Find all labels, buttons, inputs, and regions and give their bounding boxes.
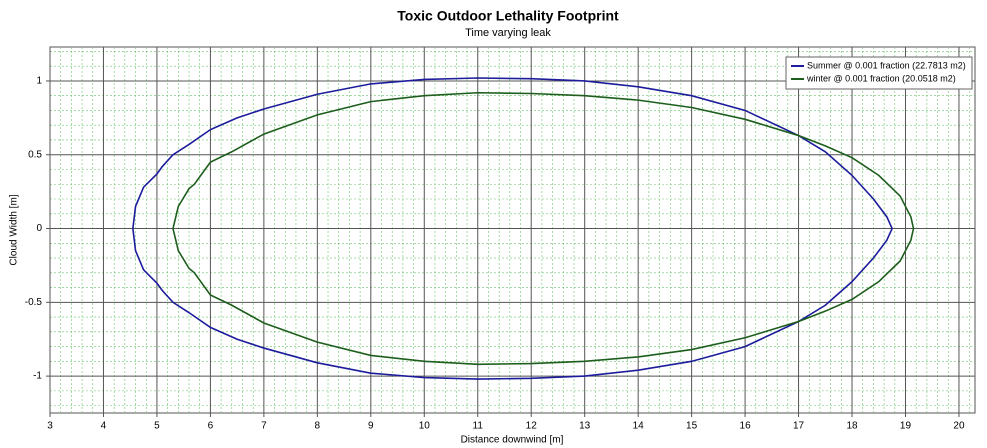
x-tick-label: 19 <box>900 421 912 432</box>
legend-box <box>785 56 973 90</box>
x-tick-label: 15 <box>686 421 698 432</box>
x-tick-label: 18 <box>846 421 858 432</box>
chart-subtitle: Time varying leak <box>465 27 551 39</box>
y-tick-label: 0.5 <box>28 149 42 160</box>
x-tick-label: 4 <box>101 421 107 432</box>
x-tick-label: 17 <box>793 421 805 432</box>
x-axis-label: Distance downwind [m] <box>461 435 564 446</box>
x-tick-label: 12 <box>526 421 538 432</box>
x-tick-label: 3 <box>47 421 53 432</box>
x-tick-label: 11 <box>473 421 484 432</box>
x-tick-label: 5 <box>154 421 160 432</box>
plot-area <box>49 46 976 414</box>
x-tick-label: 9 <box>368 421 374 432</box>
series-line <box>172 91 915 366</box>
x-tick-label: 6 <box>208 421 214 432</box>
x-tick-label: 7 <box>261 421 267 432</box>
x-tick-label: 10 <box>419 421 431 432</box>
y-axis-label: Cloud Width [m] <box>9 194 20 265</box>
y-tick-label: 1 <box>36 76 42 87</box>
legend-label: winter @ 0.001 fraction (20.0518 m2) <box>806 73 956 83</box>
y-tick-label: -0.5 <box>25 297 43 308</box>
x-tick-label: 14 <box>633 421 645 432</box>
y-tick-label: -1 <box>33 371 42 382</box>
x-tick-label: 16 <box>740 421 752 432</box>
x-tick-label: 20 <box>953 421 965 432</box>
chart-title: Toxic Outdoor Lethality Footprint <box>397 8 619 24</box>
x-tick-label: 13 <box>579 421 591 432</box>
legend-label: Summer @ 0.001 fraction (22.7813 m2) <box>807 60 966 70</box>
x-tick-label: 8 <box>315 421 321 432</box>
y-tick-label: 0 <box>36 223 42 234</box>
series-line <box>132 77 894 380</box>
